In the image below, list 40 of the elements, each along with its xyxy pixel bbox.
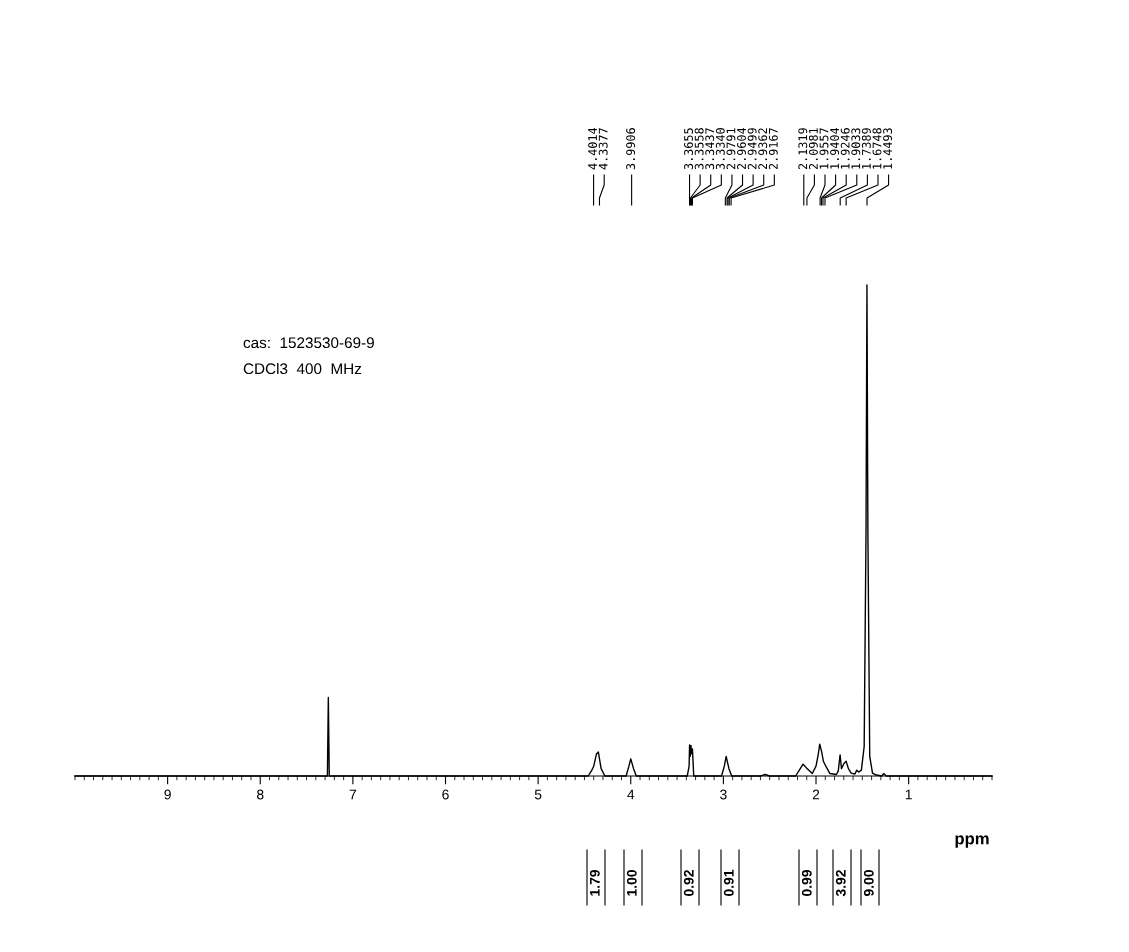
text: 2.9604 (737, 127, 746, 170)
x-axis-title: ppm (955, 835, 989, 848)
text: 2.9362 (758, 128, 768, 170)
text: 2.9167 (768, 128, 778, 170)
text: 3.92 (835, 870, 846, 897)
text: 9.00 (863, 870, 874, 897)
text: 2.1319 (798, 128, 808, 170)
text: 2.0981 (808, 128, 818, 170)
text: 1.4493 (883, 128, 893, 169)
text: 3.3558 (694, 128, 704, 170)
x-tick-label: 4 (627, 789, 635, 800)
text: 3.9906 (626, 128, 636, 170)
text: 3.3340 (715, 128, 725, 170)
x-tick-label: 1 (905, 789, 912, 800)
text: 4.3377 (598, 128, 608, 170)
x-tick-label: 9 (164, 789, 171, 800)
text: 1.7389 (861, 128, 871, 169)
text: 2.9499 (747, 128, 757, 170)
text: 1.9033 (851, 128, 861, 169)
annotation: cas: 1523530-69-9 (243, 337, 374, 349)
x-tick-label: 8 (256, 789, 264, 800)
text: 0.92 (683, 870, 694, 896)
x-tick-label: 3 (720, 789, 727, 800)
text: 4.4014 (588, 127, 598, 170)
x-tick-label: 5 (534, 789, 542, 800)
text: 3.3437 (705, 128, 715, 170)
text: 2.9791 (726, 128, 736, 170)
x-tick-label: 7 (349, 789, 357, 800)
x-tick-label: 2 (812, 789, 820, 800)
text: 0.99 (801, 870, 812, 896)
annotation: CDCl3 400 MHz (243, 362, 362, 375)
text: 1.79 (589, 870, 600, 896)
text: 1.9246 (840, 128, 850, 169)
text: 1.6748 (872, 128, 882, 169)
x-tick-label: 6 (442, 789, 449, 800)
text: 1.9557 (819, 128, 829, 169)
text: 1.00 (626, 870, 637, 896)
text: 1.9404 (830, 127, 840, 169)
text: 3.3655 (684, 128, 693, 170)
text: 0.91 (723, 869, 734, 896)
